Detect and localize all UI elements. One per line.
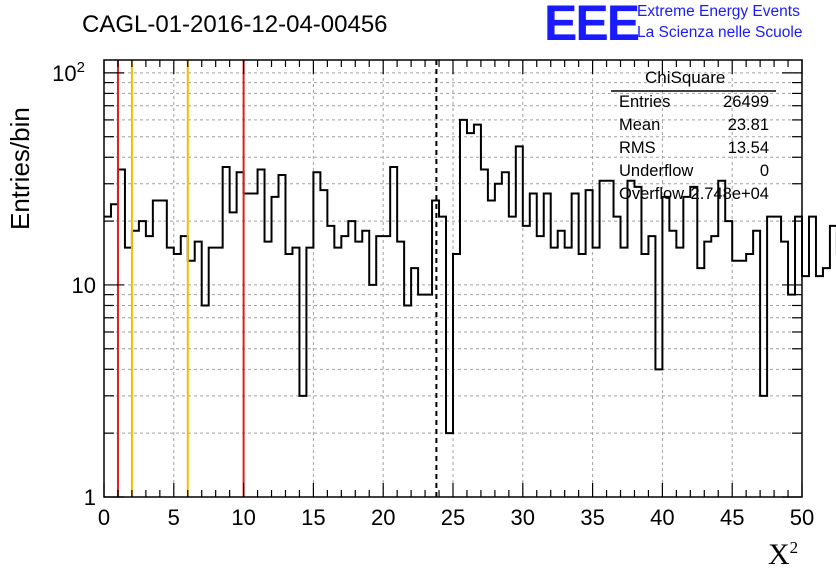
- x-tick-label: 50: [790, 505, 814, 530]
- y-tick-label: 102: [52, 59, 85, 86]
- y-tick-label: 1: [84, 485, 96, 510]
- y-axis-label: Entries/bin: [5, 107, 35, 230]
- stats-title: ChiSquare: [645, 68, 726, 87]
- logo-line-1: Extreme Energy Events: [637, 3, 800, 20]
- x-tick-label: 5: [168, 505, 180, 530]
- stats-value: 2.748e+04: [690, 185, 769, 203]
- reference-lines: [116, 60, 438, 497]
- stats-label: Underflow: [619, 162, 694, 180]
- stats-value: 0: [759, 162, 769, 180]
- y-tick-label: 10: [72, 273, 96, 298]
- stats-label: RMS: [619, 139, 656, 157]
- axis-ticks: [103, 60, 803, 498]
- x-tick-label: 25: [441, 505, 465, 530]
- eee-logo: EEE: [544, 0, 640, 51]
- x-tick-label: 10: [231, 505, 255, 530]
- logo-line-2: La Scienza nelle Scuole: [637, 24, 803, 41]
- x-tick-label: 40: [650, 505, 674, 530]
- x-axis-label: X2: [768, 538, 799, 571]
- chart-title: CAGL-01-2016-12-04-00456: [82, 11, 388, 38]
- x-tick-label: 15: [301, 505, 325, 530]
- histogram-series: [104, 118, 836, 435]
- x-tick-label: 30: [511, 505, 535, 530]
- histogram-outline: [104, 118, 836, 435]
- stats-label: Entries: [619, 93, 671, 111]
- stats-label: Overflow: [619, 185, 685, 203]
- x-tick-label: 35: [580, 505, 604, 530]
- stats-value: 26499: [723, 93, 769, 111]
- x-tick-label: 0: [98, 505, 110, 530]
- stats-value: 13.54: [727, 139, 769, 157]
- stats-label: Mean: [619, 116, 661, 134]
- stats-value: 23.81: [727, 116, 769, 134]
- x-tick-label: 20: [371, 505, 395, 530]
- x-tick-label: 45: [720, 505, 744, 530]
- axis-tick-labels: 0 5 10 15 20 25 30 35 40 45 50 1 10 102: [52, 59, 814, 530]
